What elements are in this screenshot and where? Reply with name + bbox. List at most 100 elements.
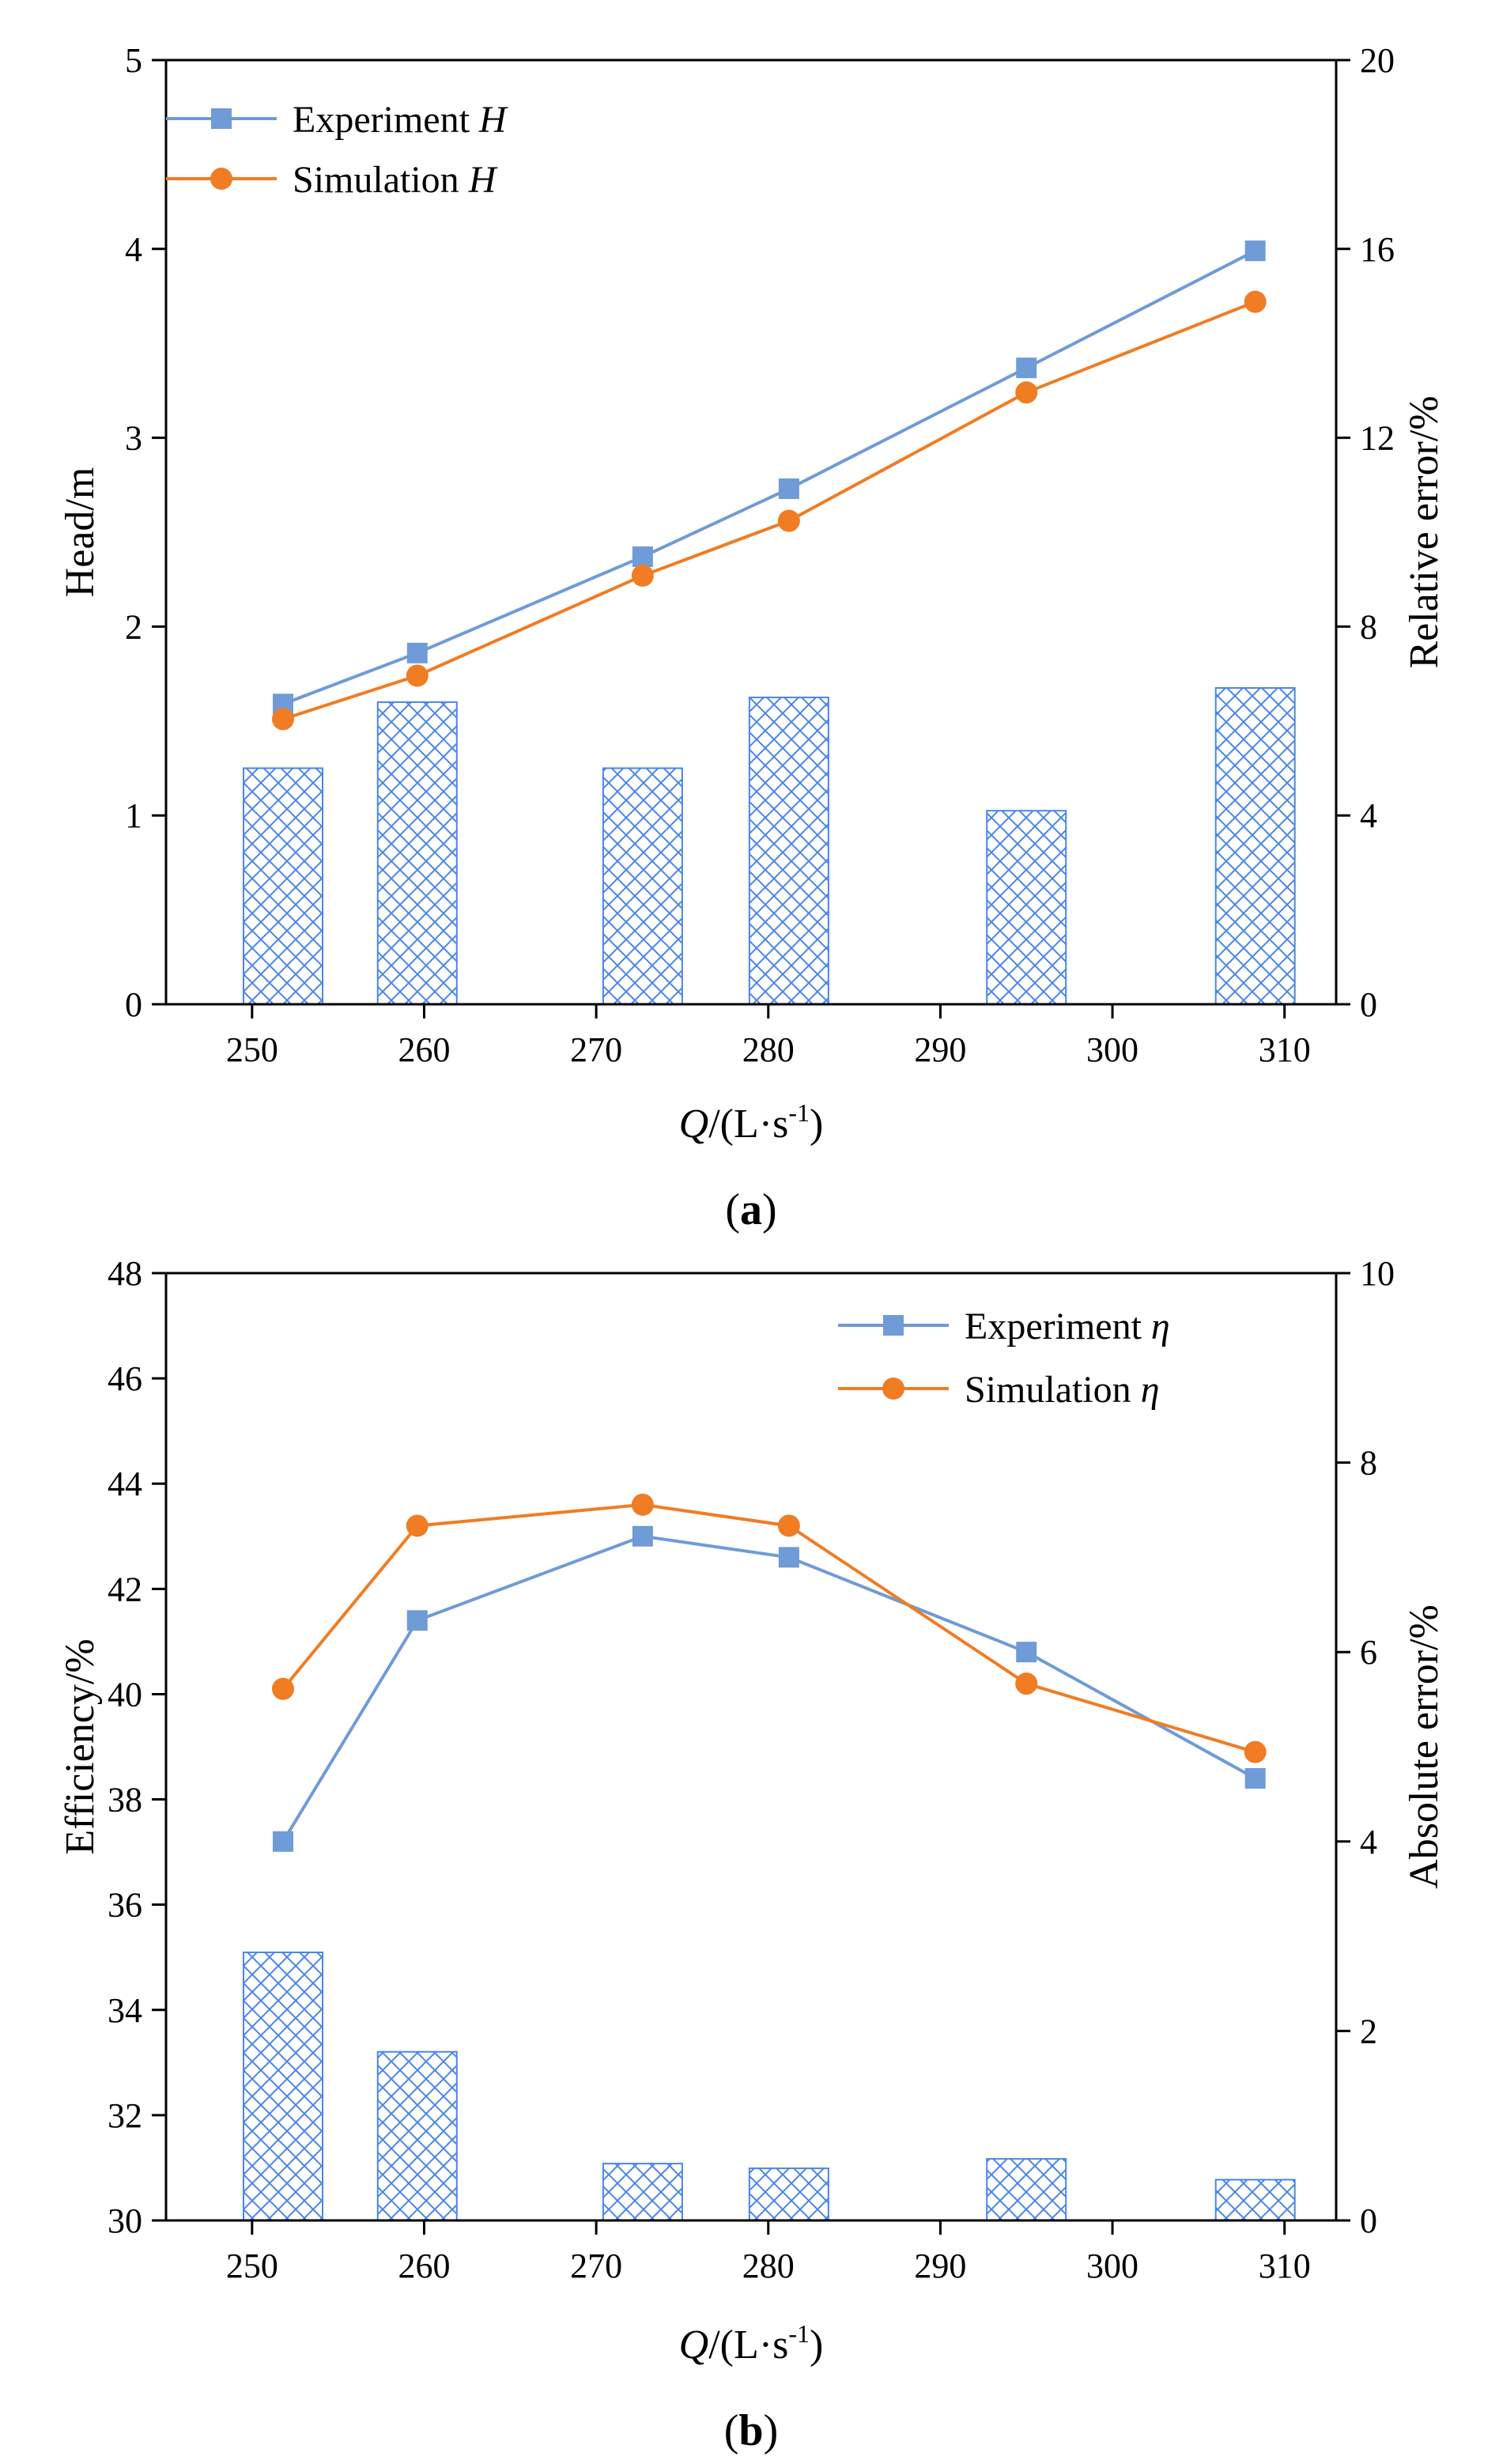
x-tick-label: 250: [226, 2247, 278, 2285]
y-left-tick-label: 2: [125, 607, 142, 646]
y-left-axis-title: Head/m: [58, 467, 103, 598]
experiment-point: [273, 1831, 293, 1852]
error-bar: [748, 696, 829, 1005]
x-tick-label: 270: [570, 1030, 622, 1069]
error-bar: [602, 2163, 683, 2222]
y-left-tick-label: 32: [108, 2096, 142, 2135]
y-left-tick-label: 40: [108, 1675, 142, 1714]
error-bar: [986, 810, 1067, 1005]
error-bar: [243, 767, 323, 1005]
y-right-tick-label: 8: [1360, 1444, 1377, 1483]
simulation-point: [272, 1677, 294, 1700]
y-right-tick-label: 8: [1360, 607, 1377, 646]
x-tick-label: 300: [1086, 1030, 1138, 1069]
experiment-point: [632, 1525, 653, 1547]
x-axis-title: Q/(L·s-1): [679, 1098, 824, 1147]
legend-square-marker: [211, 108, 232, 129]
series-line-simulation: [282, 300, 1256, 721]
chart-panel-b: 250 260 270 280 290 300 3103032343638404244464…: [58, 1254, 1447, 2455]
y-right-tick-label: 20: [1360, 41, 1395, 80]
y-right-tick-label: 2: [1360, 2012, 1377, 2050]
series-line-simulation: [281, 1502, 1256, 1754]
y-right-axis-title: Absolute error/%: [1402, 1604, 1447, 1889]
y-left-tick-label: 36: [108, 1886, 142, 1925]
panel-label: (a): [725, 1185, 776, 1234]
y-left-axis-title: Efficiency/%: [58, 1638, 103, 1854]
x-tick-label: 250: [226, 1030, 278, 1069]
plot-frame: [164, 1272, 1338, 2222]
y-right-tick-label: 4: [1360, 1823, 1377, 1861]
simulation-point: [1244, 1740, 1267, 1763]
chart-panel-a: 250 260 270 280 290 300 310012345048121620Head…: [58, 41, 1447, 1234]
experiment-point: [632, 546, 653, 568]
legend-label: Experiment H: [293, 99, 508, 141]
y-left-tick-label: 48: [108, 1254, 142, 1293]
y-right-tick-label: 4: [1360, 796, 1377, 835]
simulation-point: [272, 708, 294, 731]
simulation-point: [406, 1514, 429, 1537]
legend-square-marker: [883, 1315, 904, 1336]
y-left-tick-label: 5: [125, 41, 142, 80]
y-left-tick-label: 30: [108, 2201, 142, 2240]
y-right-tick-label: 16: [1360, 230, 1395, 269]
experiment-point: [1016, 357, 1037, 379]
series-line-experiment: [281, 1534, 1256, 1842]
x-axis-title: Q/(L·s-1): [679, 2319, 824, 2368]
simulation-point: [631, 1493, 654, 1516]
y-left-tick-label: 42: [108, 1570, 142, 1608]
x-tick-label: 280: [742, 2247, 795, 2285]
x-tick-label: 310: [1259, 2247, 1311, 2285]
error-bar: [748, 2167, 829, 2222]
experiment-point: [778, 478, 799, 500]
error-bar: [376, 701, 458, 1005]
y-right-tick-label: 12: [1360, 419, 1395, 458]
error-bar: [602, 767, 683, 1005]
y-left-tick-label: 1: [125, 796, 142, 835]
x-tick-label: 290: [914, 2247, 966, 2285]
x-tick-label: 260: [398, 2247, 450, 2285]
simulation-point: [1015, 1672, 1038, 1695]
x-tick-label: 300: [1086, 2247, 1138, 2285]
experiment-point: [1244, 1767, 1266, 1789]
experiment-point: [778, 1547, 799, 1568]
y-left-tick-label: 44: [108, 1464, 142, 1503]
error-bar: [1214, 2179, 1296, 2222]
error-bar: [243, 1951, 323, 2222]
legend-label: Experiment η: [965, 1306, 1170, 1347]
simulation-point: [406, 664, 429, 687]
y-right-tick-label: 0: [1360, 985, 1377, 1024]
legend-label: Simulation η: [965, 1369, 1160, 1411]
experiment-point: [1244, 240, 1266, 262]
y-left-tick-label: 46: [108, 1359, 142, 1398]
legend-circle-marker: [882, 1377, 904, 1400]
legend-circle-marker: [210, 168, 232, 190]
y-right-tick-label: 10: [1360, 1254, 1395, 1293]
simulation-point: [1015, 381, 1038, 404]
experiment-point: [406, 642, 428, 663]
error-bar: [986, 2158, 1067, 2221]
panel-label: (b): [724, 2406, 778, 2455]
y-left-tick-label: 4: [125, 230, 142, 269]
experiment-point: [406, 1610, 428, 1631]
y-right-axis-title: Relative error/%: [1402, 395, 1447, 668]
simulation-point: [1244, 290, 1267, 313]
error-bar: [1214, 687, 1296, 1005]
series-line-experiment: [282, 249, 1256, 706]
x-tick-label: 260: [398, 1030, 450, 1069]
error-bar: [376, 2050, 458, 2222]
x-tick-label: 290: [914, 1030, 966, 1069]
y-right-tick-label: 6: [1360, 1633, 1377, 1672]
plot-frame: [164, 59, 1338, 1006]
experiment-point: [1016, 1642, 1037, 1663]
y-left-tick-label: 0: [125, 985, 142, 1024]
y-left-tick-label: 34: [108, 1991, 142, 2030]
y-left-tick-label: 3: [125, 419, 142, 458]
x-tick-label: 310: [1259, 1030, 1311, 1069]
simulation-point: [777, 1514, 800, 1537]
y-left-tick-label: 38: [108, 1781, 142, 1820]
y-right-tick-label: 0: [1360, 2201, 1377, 2240]
x-tick-label: 270: [570, 2247, 622, 2285]
legend-label: Simulation H: [293, 159, 498, 201]
simulation-point: [777, 509, 800, 532]
